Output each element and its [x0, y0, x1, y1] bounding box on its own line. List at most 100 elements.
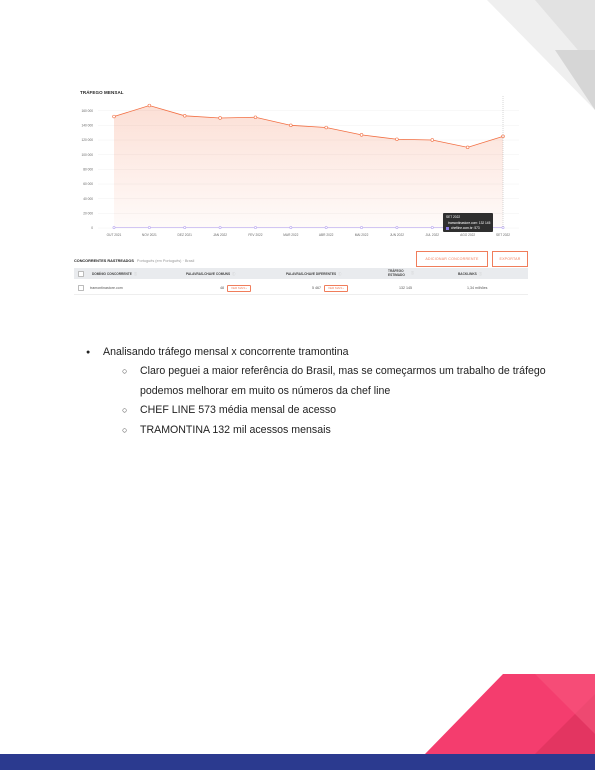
- tooltip-row-tramontina: tramontinastore.com: 132 145: [446, 221, 490, 225]
- bottom-right-corner-decoration: [425, 674, 595, 754]
- note-sub-text: Claro peguei a maior referência do Brasi…: [140, 365, 546, 397]
- tooltip-swatch-chefline: [446, 226, 449, 230]
- header-diff-label: PALAVRAS-CHAVE DIFERENTES: [286, 271, 337, 276]
- data-point: [430, 138, 434, 142]
- header-traffic[interactable]: TRÁFEGO ESTIMADO ⓘ: [388, 268, 414, 279]
- info-icon: ⓘ: [338, 272, 342, 276]
- data-point: [183, 226, 187, 229]
- chart-tooltip: SET 2022 tramontinastore.com: 132 145 ch…: [443, 213, 493, 232]
- data-point: [254, 226, 257, 229]
- x-tick-label: ABR 2022: [319, 233, 334, 237]
- row-backlinks: 1,34 milhões: [467, 286, 488, 290]
- y-tick-label: 160 000: [81, 109, 93, 113]
- diff-chip-label: VER MAIS: [328, 286, 343, 290]
- data-point: [112, 114, 116, 119]
- x-tick-label: MAI 2022: [355, 233, 369, 237]
- info-icon: ⓘ: [410, 270, 414, 275]
- chart-title: TRÁFEGO MENSAL: [80, 90, 124, 95]
- data-point: [324, 125, 328, 130]
- row-traffic: 132 145: [399, 286, 412, 290]
- y-tick-label: 20 000: [83, 212, 93, 216]
- y-tick-label: 120 000: [81, 138, 93, 142]
- monthly-traffic-chart: 0 20 000 40 000 60 000 80 000 100 000 120 000 1…: [81, 96, 519, 237]
- header-common-label: PALAVRAS-CHAVE COMUNS: [186, 271, 231, 276]
- header-domain[interactable]: DOMÍNIO CONCORRENTE ⓘ: [92, 268, 137, 279]
- select-all-checkbox[interactable]: [78, 270, 84, 277]
- header-backlinks-label: BACKLINKS: [458, 271, 477, 276]
- note-sub-text: CHEF LINE 573 média mensal de acesso: [140, 404, 337, 416]
- hollow-bullet-icon: ○: [122, 405, 128, 415]
- data-point: [112, 226, 116, 229]
- row-diff-keywords: 5 467 VER MAIS ›: [312, 282, 349, 294]
- row-checkbox[interactable]: [78, 285, 84, 291]
- add-competitor-button[interactable]: ADICIONAR CONCORRENTE: [416, 251, 488, 267]
- tracked-title-text: CONCORRENTES RASTREADOS: [74, 259, 134, 263]
- hollow-bullet-icon: ○: [122, 366, 128, 376]
- header-backlinks[interactable]: BACKLINKS ⓘ: [458, 268, 482, 279]
- header-diff-keywords[interactable]: PALAVRAS-CHAVE DIFERENTES ⓘ: [286, 268, 341, 279]
- data-point: [324, 226, 328, 229]
- data-point: [218, 226, 222, 229]
- y-tick-label: 100 000: [81, 153, 93, 157]
- tooltip-value-tramontina: tramontinastore.com: 132 145: [448, 220, 491, 225]
- note-sub-item: ○ Claro peguei a maior referência do Bras…: [86, 362, 550, 401]
- x-tick-label: AGO 2022: [460, 233, 475, 237]
- common-keywords-more-chip[interactable]: VER MAIS ›: [227, 284, 252, 292]
- x-tick-label: NOV 2021: [142, 233, 157, 237]
- header-common-keywords[interactable]: PALAVRAS-CHAVE COMUNS ⓘ: [186, 268, 235, 279]
- row-select[interactable]: [78, 282, 84, 294]
- y-tick-label: 0: [91, 226, 93, 230]
- y-tick-label: 80 000: [83, 168, 93, 172]
- y-tick-label: 60 000: [83, 182, 93, 186]
- series-line-tramontinastore.com: [113, 105, 504, 148]
- header-select-all[interactable]: [78, 268, 84, 279]
- data-point: [430, 226, 434, 229]
- note-sub-item: ○ CHEF LINE 573 média mensal de acesso: [86, 401, 550, 421]
- top-right-corner-decoration: [487, 0, 595, 110]
- data-point: [147, 103, 152, 108]
- x-tick-label: DEZ 2021: [178, 233, 193, 237]
- note-main-text: Analisando tráfego mensal x concorrente …: [103, 346, 349, 358]
- x-tick-label: OUT 2021: [107, 233, 122, 237]
- x-tick-label: FEV 2022: [248, 233, 262, 237]
- hollow-bullet-icon: ○: [122, 424, 128, 435]
- data-point: [360, 226, 363, 229]
- x-tick-label: JUN 2022: [390, 233, 404, 237]
- tooltip-value-chefline: chefline.com.br: 573: [451, 226, 480, 230]
- row-diff-value: 5 467: [312, 286, 321, 290]
- analysis-notes: Analisando tráfego mensal x concorrente …: [86, 343, 550, 440]
- traffic-panel: TRÁFEGO MENSAL 0 20 000 40 000 60 000 80 000…: [74, 84, 528, 302]
- competitors-table-header: DOMÍNIO CONCORRENTE ⓘ PALAVRAS-CHAVE COMU…: [74, 268, 528, 279]
- data-point: [465, 145, 470, 150]
- info-icon: ⓘ: [232, 272, 236, 276]
- y-tick-label: 40 000: [83, 197, 93, 201]
- tooltip-date: SET 2022: [446, 215, 461, 219]
- tracked-competitors-title: CONCORRENTES RASTREADOS Português (em Por…: [74, 259, 194, 263]
- data-point: [289, 123, 293, 128]
- x-tick-label: JAN 2022: [213, 233, 227, 237]
- data-point: [395, 137, 399, 141]
- note-sub-text: TRAMONTINA 132 mil acessos mensais: [140, 423, 331, 436]
- row-common-value: 48: [220, 286, 224, 290]
- data-point: [289, 226, 293, 229]
- x-tick-label: SET 2022: [496, 233, 510, 237]
- info-icon: ⓘ: [133, 272, 138, 276]
- data-point: [253, 115, 258, 119]
- row-common-keywords: 48 VER MAIS ›: [220, 282, 252, 294]
- footer-bar: [0, 754, 595, 770]
- data-point: [395, 226, 399, 229]
- data-point: [183, 114, 187, 118]
- x-tick-label: JUL 2022: [426, 233, 440, 237]
- note-sub-list: ○ Claro peguei a maior referência do Bras…: [86, 362, 550, 440]
- header-traffic-label: TRÁFEGO ESTIMADO: [388, 268, 405, 277]
- series-area-tramontinastore.com: [114, 105, 503, 228]
- tracked-subtitle: Português (em Português) · Brasil: [136, 259, 195, 263]
- row-domain[interactable]: tramontinastore.com: [90, 286, 123, 290]
- note-sub-item: ○ TRAMONTINA 132 mil acessos mensais: [86, 421, 550, 441]
- common-chip-label: VER MAIS: [231, 286, 246, 290]
- tooltip-row-chefline: chefline.com.br: 573: [446, 226, 490, 230]
- note-main: Analisando tráfego mensal x concorrente …: [86, 343, 550, 362]
- diff-keywords-more-chip[interactable]: VER MAIS ›: [324, 284, 349, 292]
- table-row: tramontinastore.com 48 VER MAIS › 5 467 VE…: [74, 282, 528, 295]
- export-button[interactable]: EXPORTAR: [492, 251, 528, 267]
